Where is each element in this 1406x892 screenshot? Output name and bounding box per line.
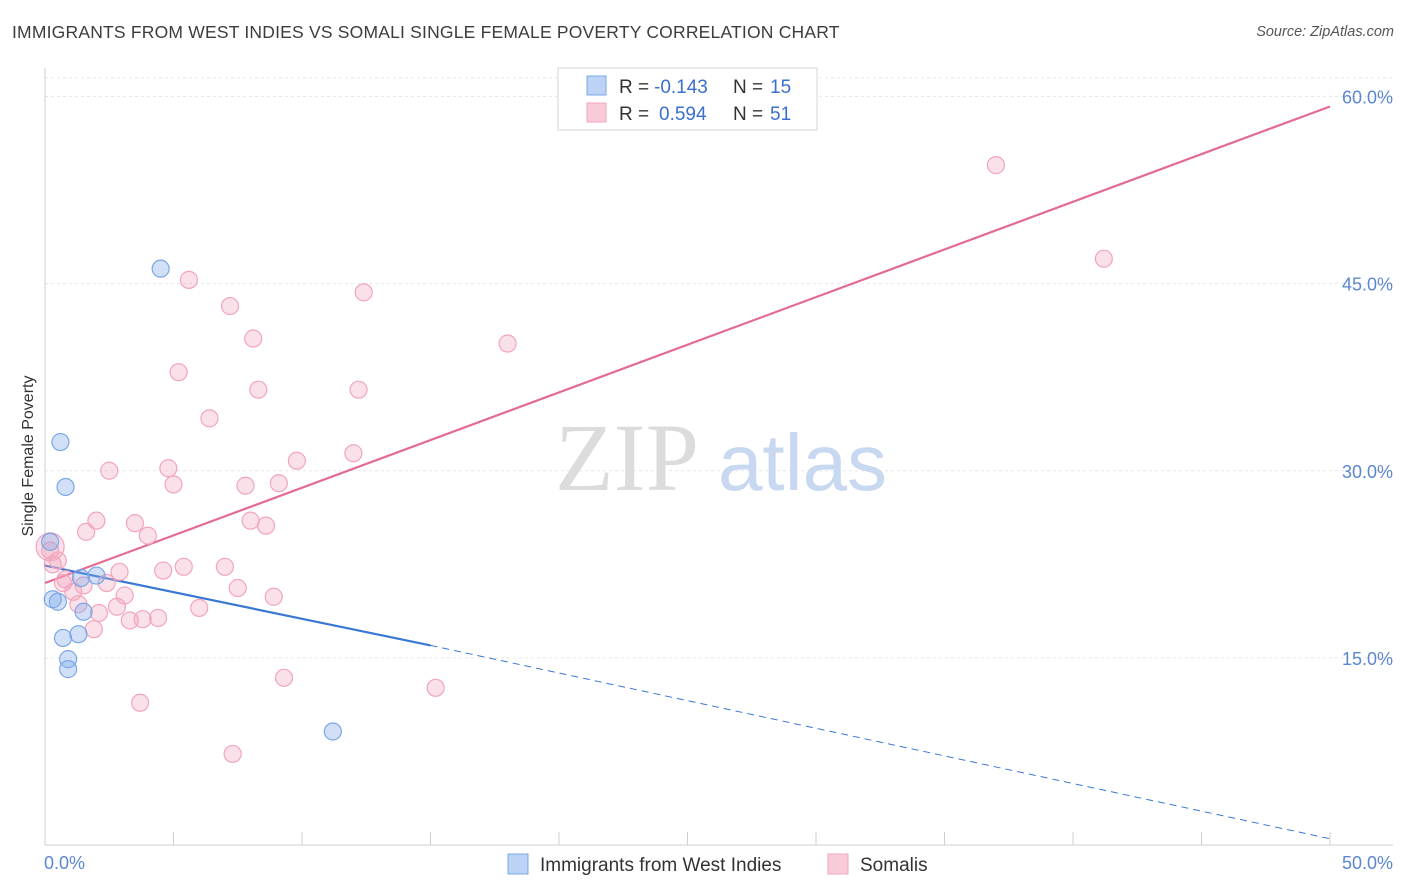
- data-point-somalis: [148, 608, 168, 628]
- bottom-legend-swatch-somalis: [827, 853, 849, 875]
- data-point-somalis: [236, 476, 255, 495]
- data-point-somalis: [159, 459, 178, 478]
- data-point-somalis: [84, 620, 103, 639]
- data-point-somalis: [354, 283, 373, 302]
- data-point-somalis: [110, 562, 129, 581]
- y-axis-label: Single Female Poverty: [20, 376, 37, 537]
- data-point-somalis: [223, 744, 242, 764]
- data-point-somalis: [269, 474, 288, 493]
- data-point-somalis: [190, 598, 209, 618]
- legend-n-value-somalis: 51: [770, 104, 791, 125]
- data-points: [35, 156, 1113, 764]
- data-point-somalis: [125, 514, 145, 533]
- bottom-legend-swatch-west-indies: [507, 853, 529, 875]
- data-point-west-indies: [74, 602, 93, 621]
- data-point-west-indies: [41, 532, 60, 551]
- data-point-west-indies: [56, 477, 75, 497]
- bottom-legend-label-west-indies: Immigrants from West Indies: [540, 855, 781, 876]
- data-point-somalis: [87, 511, 106, 530]
- data-point-somalis: [244, 329, 263, 348]
- data-point-somalis: [133, 610, 152, 629]
- data-point-somalis: [179, 270, 199, 289]
- y-tick-label: 30.0%: [1342, 462, 1393, 482]
- data-point-west-indies: [59, 650, 78, 669]
- data-point-west-indies: [51, 432, 70, 452]
- legend-swatch-west-indies: [586, 75, 607, 96]
- data-point-somalis: [344, 444, 363, 463]
- legend-n-label: N =: [733, 104, 763, 125]
- data-point-west-indies: [53, 628, 73, 648]
- data-point-west-indies: [323, 722, 342, 741]
- data-point-somalis: [169, 363, 188, 382]
- data-point-somalis: [228, 578, 247, 598]
- data-point-somalis: [287, 451, 306, 470]
- gridlines: [45, 77, 1393, 659]
- data-point-somalis: [220, 296, 240, 316]
- legend-n-value-west-indies: 15: [770, 77, 791, 98]
- watermark-atlas: atlas: [718, 418, 887, 507]
- data-point-somalis: [215, 557, 234, 576]
- data-point-somalis: [986, 156, 1006, 175]
- x-tick-label-max: 50.0%: [1342, 853, 1393, 873]
- data-point-somalis: [97, 573, 116, 593]
- data-point-west-indies: [48, 592, 67, 611]
- y-tick-label: 60.0%: [1342, 88, 1393, 108]
- data-point-somalis: [89, 603, 109, 623]
- data-point-somalis: [256, 516, 276, 535]
- x-axis-ticks: [44, 832, 1331, 845]
- data-point-somalis: [349, 380, 368, 399]
- data-point-somalis: [74, 576, 93, 595]
- data-point-somalis: [174, 557, 193, 576]
- data-point-west-indies: [69, 625, 88, 644]
- trend-line-west-indies: [44, 564, 431, 647]
- chart-source: Source: ZipAtlas.com: [1256, 24, 1394, 40]
- watermark-zip: ZIP: [555, 404, 699, 511]
- data-point-somalis: [498, 334, 517, 353]
- legend-swatch-somalis: [586, 102, 607, 123]
- data-point-west-indies: [71, 568, 91, 588]
- data-point-somalis: [249, 380, 268, 399]
- trend-line-somalis: [44, 105, 1331, 585]
- legend-r-label: R =: [619, 77, 649, 98]
- data-point-somalis: [241, 511, 260, 530]
- data-point-somalis: [426, 678, 445, 697]
- data-point-somalis: [115, 586, 134, 605]
- data-point-west-indies: [59, 660, 78, 679]
- legend-n-label: N =: [733, 77, 763, 98]
- chart-title: IMMIGRANTS FROM WEST INDIES VS SOMALI SI…: [12, 22, 840, 42]
- legend-r-label: R =: [619, 104, 649, 125]
- data-point-somalis: [120, 611, 139, 630]
- data-point-somalis: [264, 587, 283, 606]
- trend-lines: [44, 105, 1331, 840]
- data-point-somalis: [200, 409, 219, 428]
- data-point-somalis: [100, 461, 119, 480]
- data-point-somalis: [48, 551, 67, 570]
- trend-line-west-indies-extrapolated: [430, 644, 1331, 840]
- data-point-somalis: [164, 475, 183, 494]
- y-tick-labels: 15.0% 30.0% 45.0% 60.0%: [1342, 88, 1393, 669]
- data-point-west-indies: [87, 566, 106, 585]
- y-tick-label: 15.0%: [1342, 649, 1393, 669]
- data-point-somalis: [1094, 249, 1113, 268]
- x-tick-label-min: 0.0%: [44, 853, 85, 873]
- stats-legend: R = -0.143 N = 15 R = 0.594 N = 51: [557, 67, 818, 131]
- data-point-somalis: [154, 561, 173, 580]
- data-point-somalis: [77, 522, 96, 541]
- data-point-somalis: [274, 668, 294, 687]
- data-point-somalis: [130, 693, 150, 712]
- data-point-west-indies: [151, 259, 170, 278]
- legend-r-value-somalis: 0.594: [659, 104, 707, 125]
- data-point-somalis: [138, 526, 157, 545]
- y-tick-label: 45.0%: [1342, 275, 1393, 295]
- bottom-legend-label-somalis: Somalis: [860, 855, 928, 876]
- legend-r-value-west-indies: -0.143: [654, 77, 708, 98]
- series-legend: Immigrants from West Indies Somalis: [507, 853, 928, 876]
